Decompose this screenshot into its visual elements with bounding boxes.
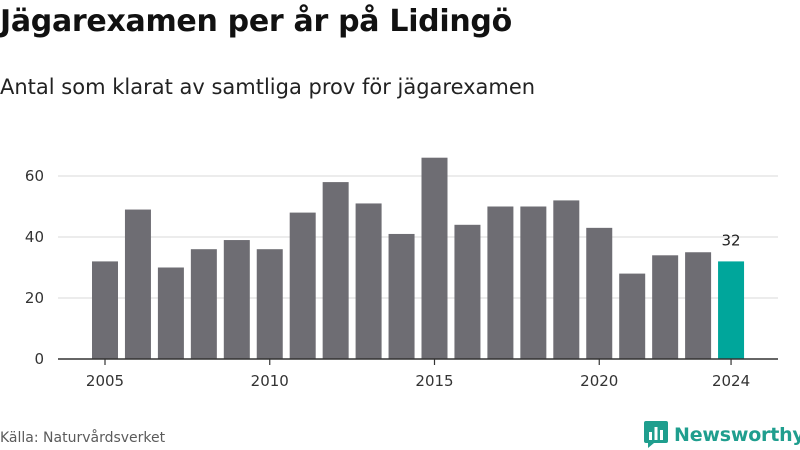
bar — [355, 203, 382, 359]
bar — [718, 261, 745, 359]
bar-chart-speech-icon — [644, 421, 668, 448]
x-tick-label: 2005 — [86, 372, 124, 390]
bar-chart: 0 20 40 60 2005 2010 2015 2020 2024 32 — [25, 157, 778, 390]
brand-name: Newsworthy — [674, 423, 800, 446]
bar — [256, 249, 283, 359]
bar — [92, 261, 118, 359]
bar — [652, 255, 679, 359]
bar — [520, 206, 547, 359]
y-tick-label: 0 — [34, 350, 44, 368]
chart-subtitle: Antal som klarat av samtliga prov för jä… — [0, 75, 536, 99]
bar — [388, 233, 415, 359]
newsworthy-logo: Newsworthy — [644, 421, 800, 448]
source-note: Källa: Naturvårdsverket — [0, 430, 166, 446]
y-tick-label: 60 — [25, 167, 44, 185]
data-label: 32 — [722, 231, 741, 249]
x-tick-label: 2015 — [415, 372, 453, 390]
x-tick-label: 2020 — [580, 372, 618, 390]
chart-title: Jägarexamen per år på Lidingö — [0, 4, 512, 39]
bar — [223, 240, 250, 359]
bar — [586, 227, 613, 359]
bar — [454, 224, 481, 359]
y-tick-label: 40 — [25, 228, 44, 246]
bar — [322, 182, 349, 359]
x-tick-label: 2010 — [251, 372, 289, 390]
bar — [289, 212, 316, 359]
bar — [619, 273, 646, 359]
y-tick-label: 20 — [25, 289, 44, 307]
bar — [421, 157, 448, 359]
bar — [190, 249, 217, 359]
bar — [553, 200, 580, 359]
bar — [685, 252, 712, 359]
x-tick-label: 2024 — [712, 372, 750, 390]
bar — [157, 267, 184, 359]
bar — [124, 209, 151, 359]
bar — [487, 206, 514, 359]
